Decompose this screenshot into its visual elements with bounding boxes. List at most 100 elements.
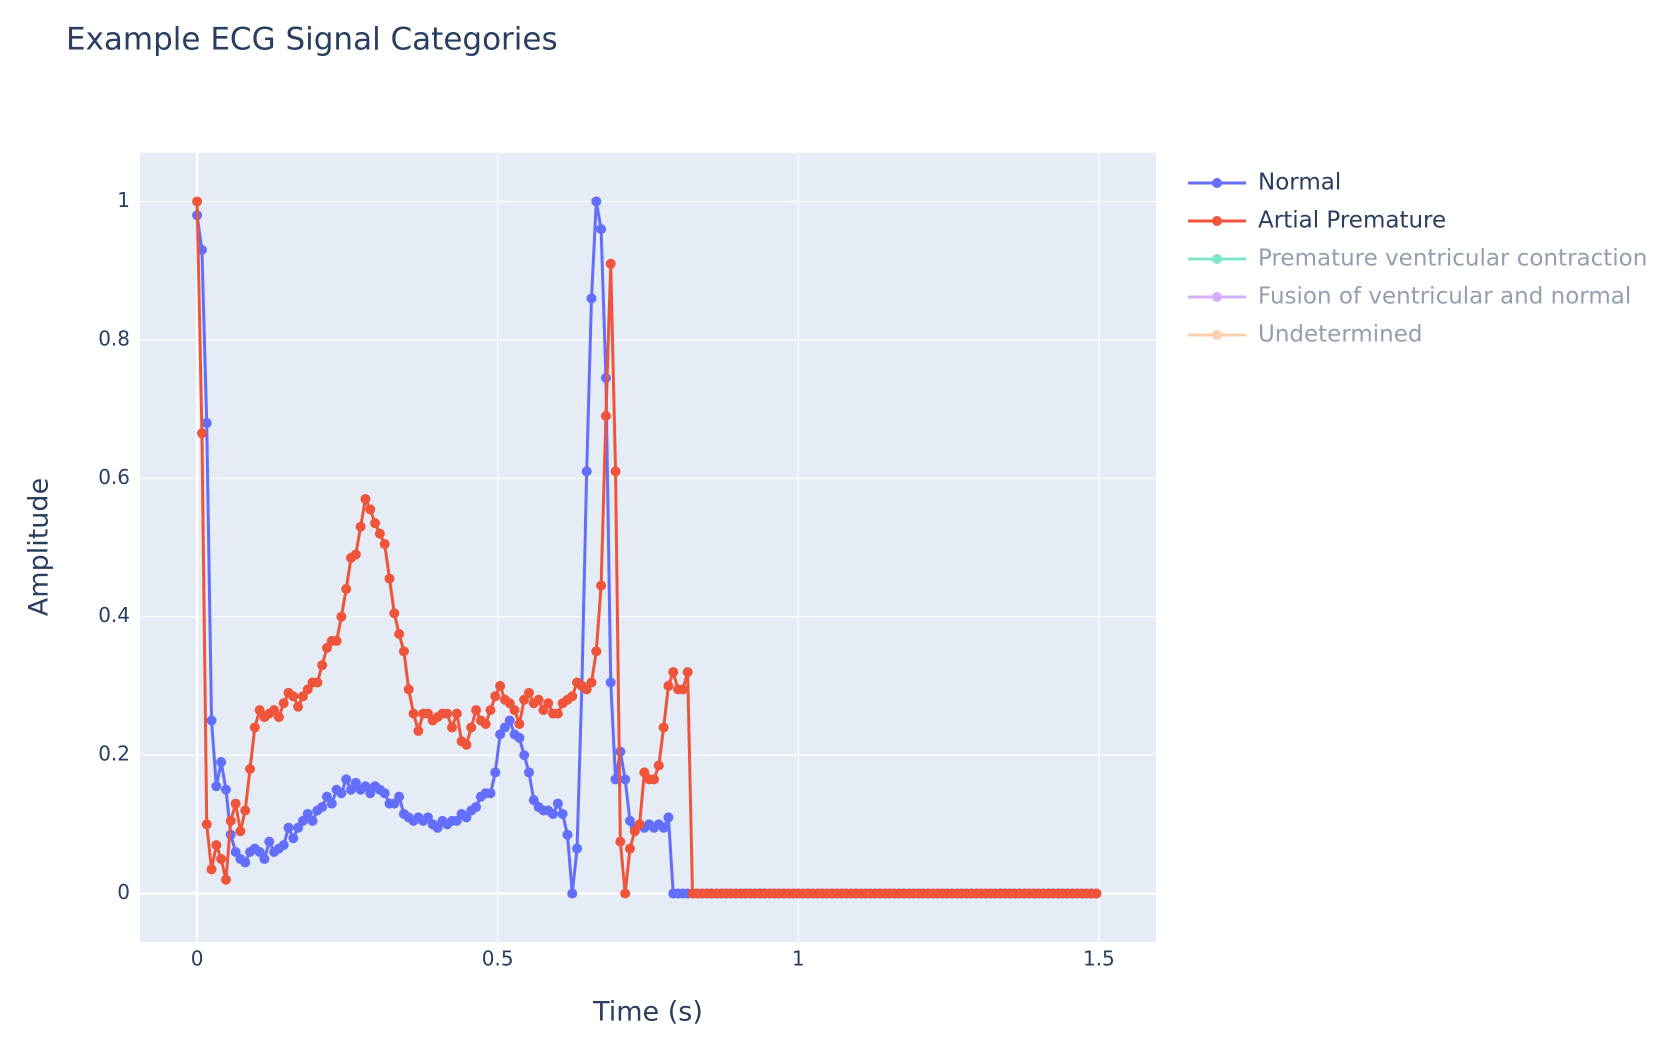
legend-item[interactable]: Premature ventricular contraction (1188, 246, 1647, 272)
marker (624, 843, 635, 854)
marker (307, 815, 318, 826)
y-tick-label: 0.4 (98, 603, 130, 627)
marker (557, 808, 568, 819)
marker (591, 646, 602, 657)
y-tick-label: 0.2 (98, 742, 130, 766)
marker (288, 691, 299, 702)
marker (317, 802, 328, 813)
marker (312, 677, 323, 688)
marker (605, 258, 616, 269)
marker (360, 494, 371, 505)
marker (398, 646, 409, 657)
marker (581, 466, 592, 477)
legend-label: Premature ventricular contraction (1258, 246, 1647, 272)
marker (586, 293, 597, 304)
marker (249, 722, 260, 733)
legend-swatch-marker (1212, 292, 1222, 302)
legend-swatch-marker (1212, 330, 1222, 340)
marker (442, 708, 453, 719)
marker (552, 798, 563, 809)
marker (230, 798, 241, 809)
marker (235, 826, 246, 837)
marker (615, 836, 626, 847)
chart-title: Example ECG Signal Categories (66, 22, 558, 58)
marker (567, 691, 578, 702)
marker (490, 767, 501, 778)
marker (620, 888, 631, 899)
marker (620, 774, 631, 785)
series (192, 196, 1102, 899)
marker (389, 608, 400, 619)
marker (379, 539, 390, 550)
marker (471, 705, 482, 716)
marker (225, 815, 236, 826)
marker (317, 660, 328, 671)
marker (341, 774, 352, 785)
marker (394, 791, 405, 802)
marker (220, 784, 231, 795)
marker (336, 611, 347, 622)
legend-swatch-marker (1212, 216, 1222, 226)
marker (682, 667, 693, 678)
x-tick-label: 0 (191, 947, 204, 971)
marker (514, 718, 525, 729)
marker (634, 819, 645, 830)
legend-swatch-marker (1212, 254, 1222, 264)
marker (504, 715, 515, 726)
marker (216, 757, 227, 768)
marker (245, 763, 256, 774)
marker (211, 840, 222, 851)
y-tick-label: 0 (117, 880, 130, 904)
marker (523, 767, 534, 778)
marker (596, 224, 607, 235)
marker (201, 819, 212, 830)
marker (586, 677, 597, 688)
marker (196, 428, 207, 439)
marker (495, 680, 506, 691)
marker (677, 684, 688, 695)
marker (206, 715, 217, 726)
marker (336, 788, 347, 799)
marker (408, 708, 419, 719)
legend-label: Fusion of ventricular and normal (1258, 284, 1631, 310)
marker (384, 573, 395, 584)
marker (278, 840, 289, 851)
marker (240, 805, 251, 816)
y-axis-title: Amplitude (24, 478, 55, 616)
x-tick-label: 1 (792, 947, 805, 971)
marker (514, 732, 525, 743)
marker (259, 853, 270, 864)
marker (605, 677, 616, 688)
marker (365, 504, 376, 515)
marker (533, 694, 544, 705)
marker (355, 521, 366, 532)
marker (567, 888, 578, 899)
legend-item[interactable]: Undetermined (1188, 322, 1423, 348)
marker (658, 822, 669, 833)
marker (1091, 888, 1102, 899)
marker (552, 708, 563, 719)
marker (370, 518, 381, 529)
marker (206, 864, 217, 875)
legend-item[interactable]: Normal (1188, 170, 1341, 196)
marker (216, 853, 227, 864)
marker (220, 874, 231, 885)
marker (509, 705, 520, 716)
marker (394, 629, 405, 640)
marker (562, 829, 573, 840)
marker (543, 698, 554, 709)
x-tick-label: 1.5 (1083, 947, 1115, 971)
legend-item[interactable]: Fusion of ventricular and normal (1188, 284, 1631, 310)
marker (591, 196, 602, 207)
marker (523, 687, 534, 698)
marker (519, 750, 530, 761)
legend-label: Artial Premature (1258, 208, 1446, 234)
marker (341, 584, 352, 595)
y-tick-label: 0.8 (98, 326, 130, 350)
legend-swatch-marker (1212, 178, 1222, 188)
marker (326, 798, 337, 809)
marker (413, 725, 424, 736)
legend-item[interactable]: Artial Premature (1188, 208, 1446, 234)
